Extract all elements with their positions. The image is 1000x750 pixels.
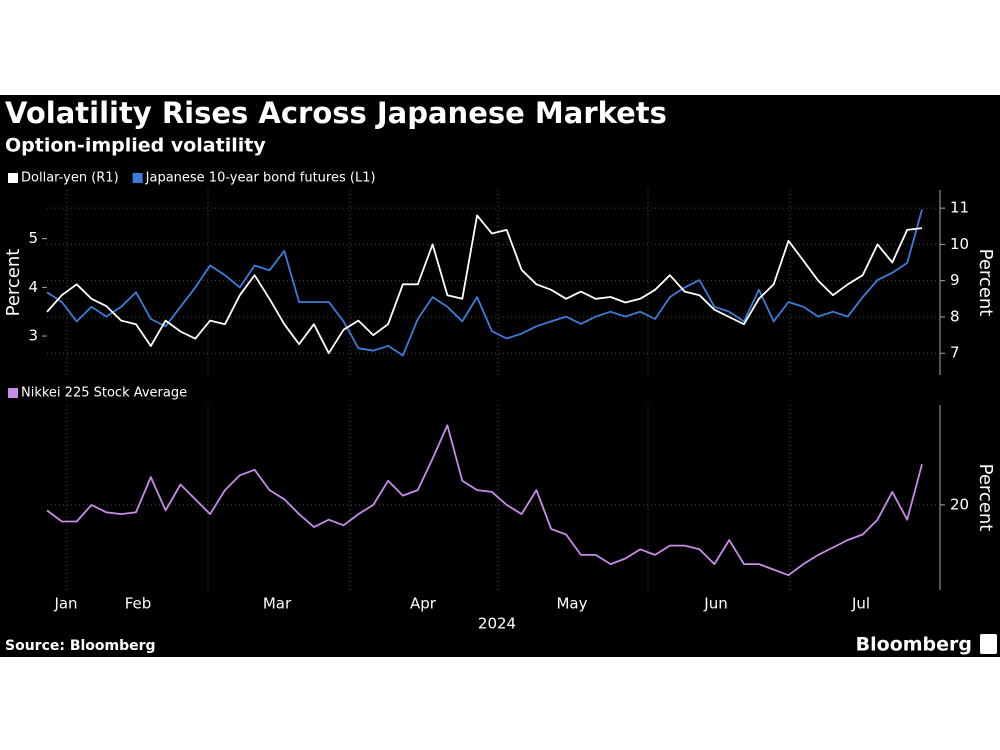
series-line	[46, 424, 923, 577]
chart-title: Volatility Rises Across Japanese Markets	[5, 96, 667, 130]
series-line	[46, 209, 923, 357]
y2-tick-label: 8	[950, 307, 960, 325]
legend-swatch	[8, 388, 18, 398]
y2-axis-label: Percent	[975, 464, 996, 532]
background	[0, 95, 1000, 657]
x-tick-label: Apr	[410, 595, 437, 613]
y2-tick-label: 7	[950, 344, 960, 362]
chart-subtitle: Option-implied volatility	[5, 135, 266, 157]
legend-swatch	[132, 173, 143, 183]
legend-label: Nikkei 225 Stock Average	[21, 386, 187, 401]
y2-tick-label: 9	[950, 271, 960, 289]
brand: Bloomberg	[856, 634, 972, 656]
y2-tick-label: 20	[950, 495, 969, 513]
legend-swatch	[8, 173, 18, 183]
x-tick-label: Jun	[703, 595, 727, 613]
y2-axis-label: Percent	[975, 249, 996, 317]
legend-label: Japanese 10-year bond futures (L1)	[145, 171, 376, 186]
x-tick-label: Feb	[125, 595, 152, 613]
brand-icon	[980, 634, 997, 654]
x-tick-label: May	[556, 595, 587, 613]
y-axis-label: Percent	[3, 249, 24, 317]
x-tick-label: Mar	[263, 595, 292, 613]
x-axis-label: 2024	[478, 615, 516, 633]
y2-tick-label: 11	[950, 199, 969, 217]
source: Source: Bloomberg	[5, 638, 156, 654]
y-tick-label: 4	[28, 278, 38, 296]
series-line	[46, 214, 923, 355]
y2-tick-label: 10	[950, 235, 969, 253]
y-tick-label: 5	[28, 229, 38, 247]
x-tick-label: Jan	[53, 595, 77, 613]
y-tick-label: 3	[28, 327, 38, 345]
x-tick-label: Jul	[851, 595, 870, 613]
legend-label: Dollar-yen (R1)	[21, 171, 119, 186]
